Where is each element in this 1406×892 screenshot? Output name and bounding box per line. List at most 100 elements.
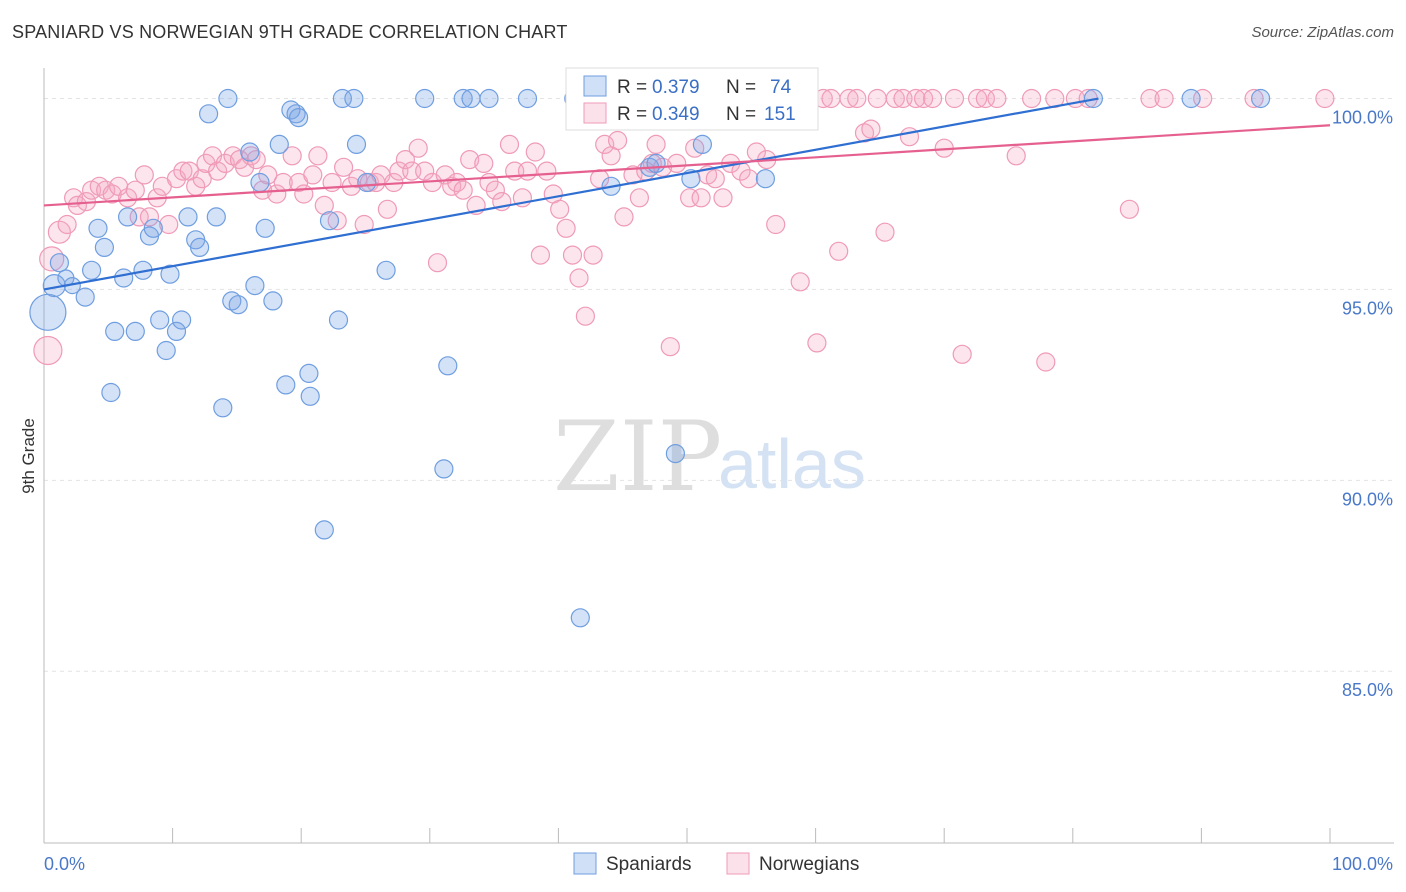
spaniard-point-0: [29, 293, 67, 331]
spaniard-point-16: [143, 218, 163, 238]
spaniard-point-13: [125, 321, 145, 341]
spaniard-point-55: [461, 88, 481, 109]
spaniard-point-30: [228, 295, 248, 315]
norwegian-point-61: [427, 253, 448, 273]
norwegian-point-80: [550, 199, 570, 219]
norwegian-point-115: [807, 333, 827, 353]
norwegian-point-98: [667, 153, 687, 173]
norwegian-point-85: [583, 245, 603, 265]
spaniard-point-6: [81, 260, 102, 280]
norwegian-point-113: [790, 272, 810, 292]
spaniard-point-8: [94, 237, 115, 257]
legend-box: [565, 67, 819, 131]
spaniard-point-7: [88, 218, 108, 238]
legend-n-value-2: 151: [764, 104, 796, 125]
norwegian-point-147: [1244, 88, 1264, 109]
norwegian-point-41: [303, 165, 323, 185]
norwegian-point-130: [922, 88, 943, 109]
legend-swatch-norwegians: [583, 102, 607, 124]
legend-r-value-2: 0.349: [652, 104, 700, 125]
norwegian-point-46: [334, 157, 354, 177]
norwegian-point-40: [294, 184, 314, 204]
norwegian-point-35: [258, 165, 278, 185]
spaniard-point-24: [190, 237, 210, 257]
series-legend-label-norwegians: Norwegians: [759, 854, 859, 875]
norwegian-point-83: [569, 268, 589, 288]
spaniard-point-19: [160, 264, 180, 284]
norwegian-point-123: [867, 88, 887, 109]
norwegian-point-66: [460, 150, 480, 170]
spaniard-point-63: [646, 153, 666, 173]
norwegian-point-143: [1119, 199, 1140, 219]
norwegian-point-68: [474, 153, 494, 173]
spaniard-point-26: [206, 207, 226, 227]
norwegian-point-118: [829, 241, 849, 261]
norwegian-point-101: [691, 188, 711, 208]
norwegian-point-146: [1193, 88, 1213, 109]
x-tick-labels: 0.0% 100.0%: [44, 854, 1393, 874]
spaniard-point-22: [178, 207, 198, 227]
norwegian-point-27: [208, 161, 228, 181]
norwegian-point-70: [485, 180, 505, 200]
norwegian-point-125: [885, 88, 905, 109]
spaniard-point-37: [276, 375, 296, 395]
norwegian-point-82: [562, 245, 583, 265]
norwegian-point-139: [1021, 88, 1042, 109]
spaniard-point-57: [517, 88, 538, 109]
norwegian-point-53: [377, 199, 397, 219]
legend-n-label-1: N =: [726, 77, 756, 98]
norwegian-point-75: [517, 161, 538, 181]
norwegian-point-2: [47, 220, 72, 244]
spaniard-point-25: [199, 104, 219, 124]
norwegian-point-59: [415, 161, 435, 181]
spaniard-point-52: [438, 356, 458, 376]
spaniard-point-21: [172, 310, 192, 330]
spaniard-point-42: [300, 386, 320, 406]
spaniard-point-20: [166, 321, 187, 341]
norwegian-point-104: [713, 188, 733, 208]
spaniard-point-40: [289, 107, 309, 128]
chart-title: SPANIARD VS NORWEGIAN 9TH GRADE CORRELAT…: [12, 22, 568, 42]
y-tick-label-95: 95.0%: [1342, 298, 1393, 318]
norwegian-point-140: [1036, 352, 1056, 372]
spaniard-point-27: [213, 398, 233, 418]
y-tick-label-85: 85.0%: [1342, 680, 1393, 700]
spaniard-point-31: [240, 142, 260, 162]
norwegian-point-45: [327, 211, 347, 231]
norwegian-point-43: [314, 195, 334, 215]
x-tick-label-100: 100.0%: [1332, 854, 1393, 874]
norwegian-point-148: [1315, 88, 1335, 109]
spaniard-point-12: [117, 207, 138, 227]
spaniard-point-71: [1181, 88, 1201, 109]
spaniard-point-10: [101, 382, 121, 403]
norwegian-point-92: [629, 188, 650, 208]
watermark-atlas: atlas: [718, 425, 866, 503]
norwegian-point-42: [308, 146, 328, 166]
legend-n-value-1: 74: [770, 77, 792, 98]
spaniard-point-47: [344, 88, 364, 109]
spaniard-point-48: [346, 134, 367, 154]
spaniard-point-44: [319, 211, 340, 231]
norwegian-point-63: [442, 176, 462, 196]
norwegian-point-78: [537, 161, 557, 181]
spaniard-point-49: [357, 172, 377, 193]
spaniard-point-18: [156, 340, 176, 361]
series-legend: Spaniards Norwegians: [573, 852, 859, 875]
norwegian-point-117: [821, 88, 841, 109]
series-legend-swatch-norwegians: [726, 852, 750, 875]
spaniard-point-50: [376, 260, 396, 280]
norwegian-point-137: [1006, 146, 1026, 166]
norwegian-point-3: [57, 214, 77, 235]
series-legend-label-spaniards: Spaniards: [606, 854, 692, 875]
norwegian-point-58: [408, 138, 428, 158]
norwegian-point-89: [607, 130, 628, 151]
norwegian-point-134: [967, 88, 988, 109]
norwegian-point-144: [1140, 88, 1160, 109]
norwegian-point-97: [660, 337, 680, 357]
norwegian-point-49: [354, 214, 374, 235]
norwegian-point-0: [33, 335, 63, 366]
spaniard-point-45: [328, 310, 349, 330]
norwegian-point-33: [246, 150, 266, 170]
norwegian-point-38: [282, 146, 302, 166]
spaniard-point-2: [49, 253, 70, 273]
